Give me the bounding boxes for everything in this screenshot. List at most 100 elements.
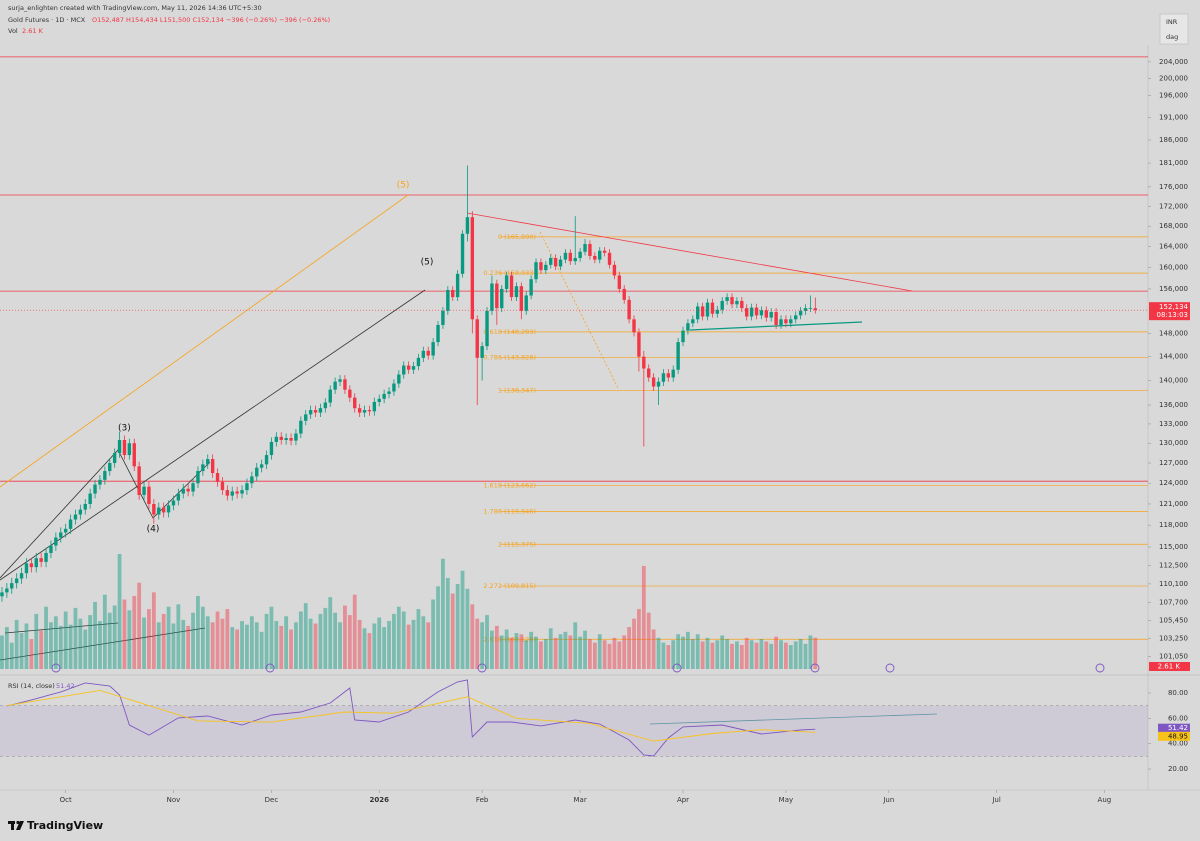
candle-body — [196, 471, 200, 484]
y-tick-label: 124,000 — [1159, 479, 1188, 487]
candle-body — [274, 436, 279, 442]
volume-bar — [98, 621, 102, 669]
volume-bar — [475, 618, 480, 669]
candle-body — [813, 308, 818, 311]
candle-body — [509, 275, 514, 298]
fib-label: 2 (115,375) — [498, 540, 536, 548]
event-marker[interactable] — [672, 663, 682, 673]
candle-body — [147, 486, 151, 504]
scale-box[interactable] — [1159, 13, 1189, 45]
candle-body — [230, 491, 234, 496]
rsi-tick-label: 20.00 — [1168, 765, 1188, 773]
candle-body — [764, 310, 769, 318]
volume-bar — [313, 623, 318, 669]
volume-bar — [490, 630, 494, 669]
volume-bar — [592, 642, 597, 669]
candle-body — [612, 264, 617, 276]
volume-bar — [137, 582, 142, 669]
y-tick-label: 101,050 — [1159, 652, 1188, 660]
y-tick-label: 191,000 — [1159, 114, 1188, 122]
event-marker[interactable] — [1095, 663, 1105, 673]
candle-body — [749, 307, 754, 317]
candle-body — [406, 365, 411, 370]
volume-bar — [396, 606, 401, 669]
event-marker[interactable] — [51, 663, 61, 673]
candle-body — [103, 471, 107, 480]
volume-bar — [269, 606, 274, 669]
logo-mark — [11, 821, 14, 830]
rsi-tag — [1158, 723, 1190, 733]
volume-bar — [127, 610, 132, 669]
axes: 204,000 200,000 196,000 191,000 186,000 181,0… — [60, 58, 1190, 804]
volume-bar — [230, 627, 235, 669]
y-tick-label: 172,000 — [1159, 202, 1188, 210]
volume-bar — [372, 623, 377, 669]
volume-bar — [421, 616, 426, 669]
candle-body — [0, 592, 4, 597]
event-marker[interactable] — [477, 663, 487, 673]
volume-bar — [406, 624, 411, 669]
y-tick-label: 144,000 — [1159, 353, 1188, 361]
candle-body — [651, 377, 656, 387]
volume-bar — [191, 612, 195, 669]
candle-body — [637, 332, 641, 357]
candle-body — [181, 488, 185, 494]
candle-body — [10, 583, 14, 589]
rsi-trendline — [649, 713, 938, 725]
y-tick-label: 164,000 — [1159, 243, 1188, 251]
candle-body — [593, 255, 597, 260]
candle-body — [798, 310, 803, 316]
volume-bar — [392, 613, 396, 669]
candle-body — [264, 455, 269, 465]
candle-body — [24, 563, 29, 574]
volume-bar — [666, 645, 671, 669]
trendline — [0, 194, 409, 488]
candle-body — [480, 346, 484, 358]
currency[interactable]: INR — [1166, 18, 1178, 26]
volume-bar — [220, 618, 225, 669]
volume-label: 2.61 K — [1158, 663, 1181, 671]
volume-bar — [646, 612, 651, 669]
volume-bar — [357, 619, 362, 669]
event-marker[interactable] — [265, 663, 275, 673]
scale-mode[interactable]: dag — [1166, 33, 1178, 41]
volume-bar — [151, 592, 156, 669]
volume-bar — [460, 570, 465, 669]
candle-body — [299, 420, 303, 434]
volume-bar — [24, 623, 29, 669]
fib-levels: 0 (165,890) 0.236 (158,933) 0.618 (148,283… — [483, 233, 1148, 643]
volume-bar — [377, 617, 382, 669]
x-tick-label: Jun — [882, 796, 894, 804]
volume-bar — [671, 640, 676, 669]
volume-bar — [210, 622, 215, 669]
volume-bar — [436, 586, 440, 669]
x-tick-label: Feb — [476, 796, 489, 804]
volume-bar — [205, 616, 210, 669]
candle-body — [573, 258, 577, 262]
volume-bar — [651, 629, 656, 669]
volume-bar — [58, 625, 63, 669]
event-marker[interactable] — [885, 663, 895, 673]
volume-bar — [93, 601, 97, 669]
candle-body — [5, 588, 9, 593]
candle-body — [353, 397, 357, 409]
volume-bar — [637, 609, 641, 669]
candle-body — [485, 310, 489, 347]
candle-body — [598, 250, 602, 260]
volume-bar — [548, 628, 553, 669]
volume-bar — [715, 640, 720, 669]
volume-bar — [352, 594, 357, 669]
candle-body — [318, 408, 323, 413]
candle-body — [730, 297, 734, 305]
volume-bar — [769, 643, 774, 669]
volume-bar — [0, 635, 4, 669]
candle-body — [519, 286, 524, 311]
volume-bar — [695, 634, 700, 669]
event-markers — [51, 663, 1105, 673]
event-marker[interactable] — [810, 663, 820, 673]
candle-body — [333, 381, 337, 390]
volume-bar — [186, 625, 191, 669]
volume — [0, 554, 818, 669]
ohlc-legend: O152,487 H154,434 L151,500 C152,134 −396… — [92, 16, 330, 24]
